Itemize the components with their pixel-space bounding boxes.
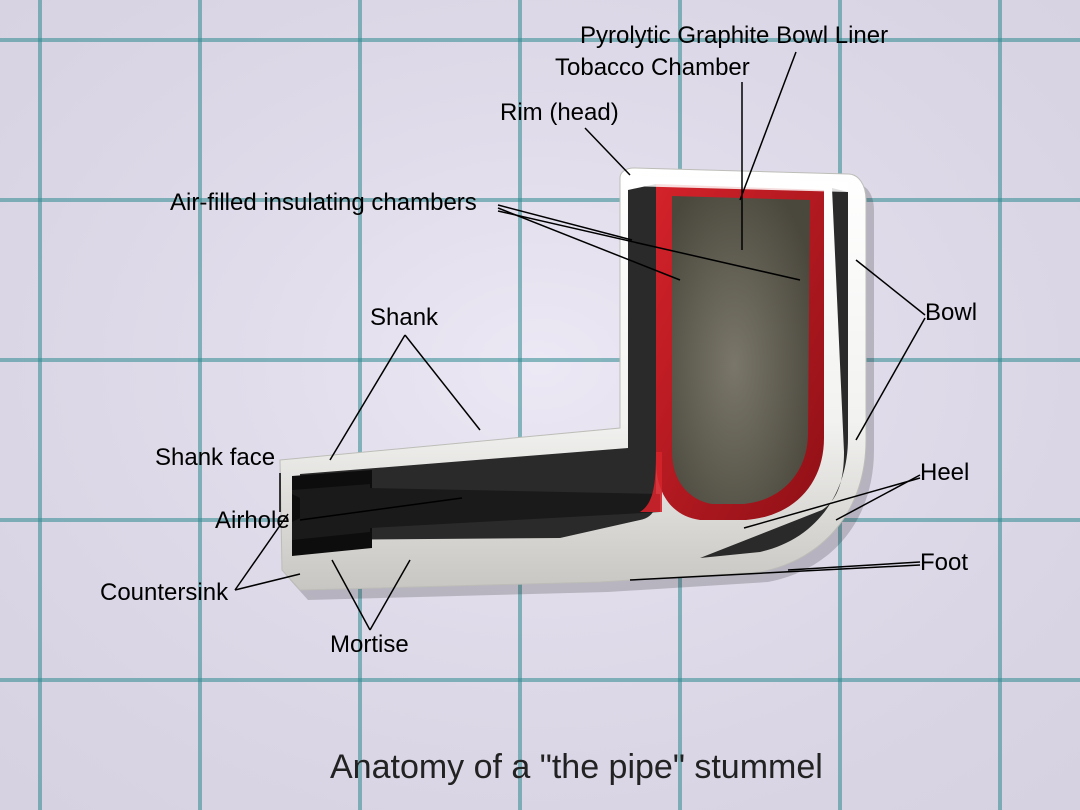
label-shankface: Shank face bbox=[155, 445, 275, 470]
diagram-stage: Pyrolytic Graphite Bowl Liner Tobacco Cha… bbox=[0, 0, 1080, 810]
label-rim: Rim (head) bbox=[500, 100, 619, 125]
diagram-title: Anatomy of a "the pipe" stummel bbox=[330, 750, 823, 786]
label-airhole: Airhole bbox=[215, 508, 290, 533]
label-foot: Foot bbox=[920, 550, 968, 575]
tobacco-chamber bbox=[672, 196, 810, 504]
label-bowl: Bowl bbox=[925, 300, 977, 325]
label-shank: Shank bbox=[370, 305, 438, 330]
label-countersink: Countersink bbox=[100, 580, 228, 605]
label-pyrolytic: Pyrolytic Graphite Bowl Liner bbox=[580, 23, 888, 48]
label-aircham: Air-filled insulating chambers bbox=[170, 190, 477, 215]
label-mortise: Mortise bbox=[330, 632, 409, 657]
label-heel: Heel bbox=[920, 460, 969, 485]
label-tobacco: Tobacco Chamber bbox=[555, 55, 750, 80]
